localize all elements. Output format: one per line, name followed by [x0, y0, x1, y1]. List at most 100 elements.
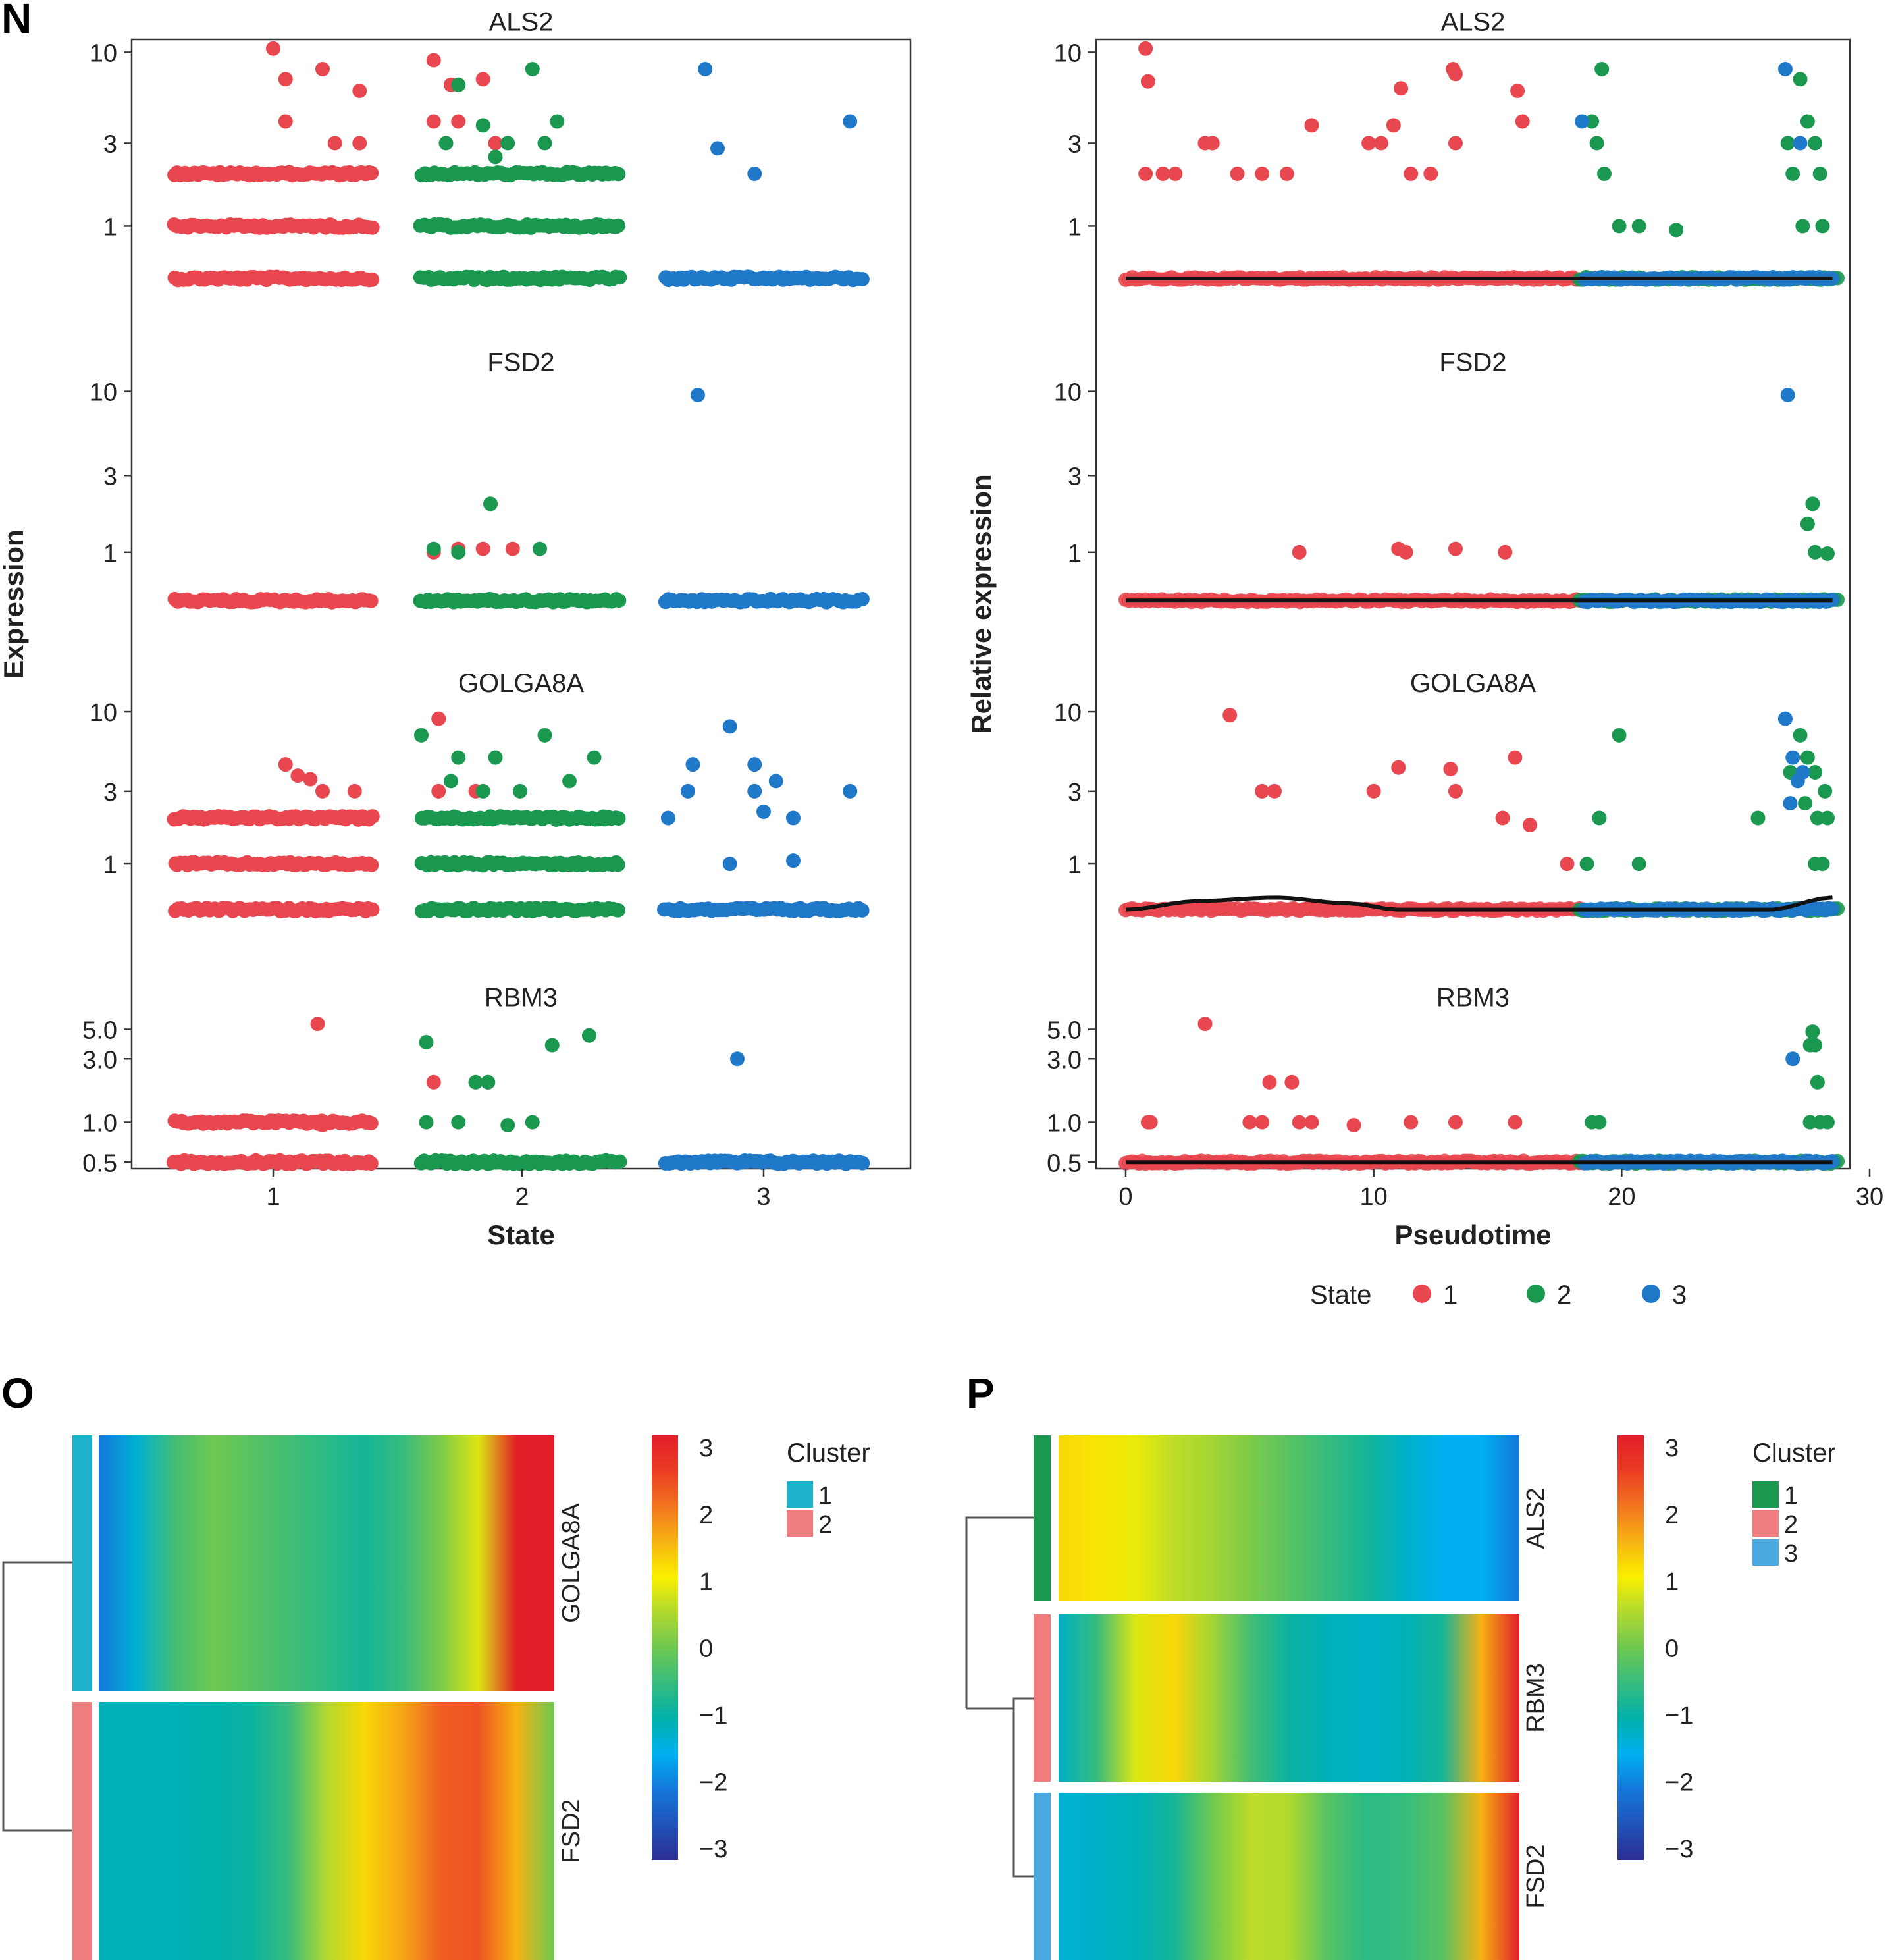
x-tick-label: 30 — [1856, 1183, 1883, 1211]
data-point — [352, 136, 367, 151]
legend-title: State — [1310, 1281, 1371, 1310]
heatmap-row — [1059, 1614, 1519, 1782]
data-point — [691, 388, 705, 403]
data-point — [681, 783, 695, 799]
data-point — [1592, 810, 1607, 826]
data-point — [1780, 136, 1795, 151]
data-point — [1304, 1115, 1319, 1130]
cluster-legend-swatch — [1752, 1539, 1779, 1566]
data-point — [1361, 136, 1377, 151]
data-point — [1242, 1115, 1257, 1130]
data-point — [1140, 74, 1155, 89]
data-point — [278, 114, 293, 129]
cluster-bar — [72, 1435, 92, 1691]
data-point — [1255, 783, 1270, 799]
colorbar-tick-label: −1 — [1665, 1702, 1693, 1730]
data-point — [747, 757, 762, 772]
data-point — [431, 783, 446, 799]
y-tick-label: 10 — [90, 699, 117, 727]
data-point — [1138, 166, 1153, 181]
cluster-bar — [72, 1702, 92, 1960]
data-point — [1777, 61, 1793, 76]
data-point — [1515, 114, 1530, 129]
data-point — [1222, 708, 1238, 723]
data-point — [685, 757, 700, 772]
y-tick-label: 1 — [1068, 851, 1082, 879]
data-point — [1783, 796, 1798, 811]
colorbar-tick-label: −1 — [699, 1702, 727, 1730]
y-tick-label: 3 — [1068, 779, 1082, 807]
colorbar-tick-label: −3 — [1665, 1836, 1693, 1863]
data-point — [327, 136, 342, 151]
data-point — [1267, 783, 1282, 799]
facet-title: FSD2 — [487, 348, 554, 377]
data-point — [419, 1035, 434, 1050]
data-point — [747, 166, 762, 181]
data-point — [475, 72, 490, 87]
cluster-legend-label: 2 — [818, 1511, 832, 1539]
facet-title: RBM3 — [1436, 984, 1510, 1013]
data-point — [562, 774, 577, 789]
x-tick-label: 1 — [266, 1183, 280, 1211]
data-point — [266, 41, 280, 56]
data-point — [1631, 857, 1646, 872]
heatmap-row-label: ALS2 — [1522, 1488, 1550, 1549]
data-point — [611, 811, 626, 826]
y-tick-label: 10 — [1054, 379, 1082, 407]
data-point — [365, 902, 380, 917]
data-point — [1443, 762, 1458, 777]
data-point — [1138, 41, 1153, 56]
x-tick-label: 20 — [1608, 1183, 1635, 1211]
data-point — [500, 136, 515, 151]
data-point — [363, 1116, 379, 1131]
data-point — [1800, 114, 1815, 129]
data-point — [611, 218, 626, 233]
panel-letter-p: P — [966, 1369, 995, 1417]
data-point — [365, 272, 380, 287]
data-point — [419, 1115, 434, 1130]
y-tick-label: 10 — [1054, 699, 1082, 727]
data-point — [278, 72, 293, 87]
cluster-legend-swatch — [787, 1481, 813, 1508]
data-point — [1810, 810, 1825, 826]
data-point — [426, 114, 441, 129]
legend-label: 2 — [1557, 1281, 1571, 1310]
x-tick-label: 3 — [756, 1183, 770, 1211]
data-point — [1292, 544, 1307, 560]
data-point — [1366, 783, 1381, 799]
data-point — [1798, 796, 1813, 811]
data-point — [1560, 857, 1575, 872]
dendrogram-branch — [1012, 1697, 1034, 1878]
facet-title: FSD2 — [1439, 348, 1506, 377]
heatmap-row-label: GOLGA8A — [558, 1503, 585, 1623]
data-point — [1594, 61, 1610, 76]
data-point — [1284, 1074, 1300, 1090]
data-point — [610, 903, 625, 918]
data-point — [1346, 1118, 1361, 1133]
cluster-legend-label: 1 — [818, 1482, 832, 1510]
y-tick-label: 1 — [103, 213, 117, 241]
data-point — [1592, 1115, 1607, 1130]
data-point — [1780, 388, 1795, 403]
data-point — [582, 1028, 596, 1043]
cluster-legend-title: Cluster — [787, 1439, 870, 1468]
facet-title: RBM3 — [485, 984, 558, 1013]
y-tick-label: 1 — [103, 851, 117, 879]
colorbar-tick-label: 2 — [1665, 1502, 1679, 1529]
data-point — [364, 165, 379, 180]
data-point — [722, 857, 737, 872]
data-point — [1815, 857, 1830, 872]
data-point — [363, 593, 379, 608]
data-point — [1820, 546, 1835, 561]
data-point — [730, 1051, 745, 1067]
data-point — [1612, 728, 1627, 743]
data-point — [1579, 857, 1594, 872]
data-point — [843, 783, 858, 799]
data-point — [451, 114, 466, 129]
data-point — [537, 136, 552, 151]
y-tick-label: 10 — [1054, 40, 1082, 67]
pseudotime-scatter-panel: ALS2 1 3 10 FSD2 1 3 10 GOLGA8A 1 3 10 RBM3 0.5 1.0 3.0… — [966, 8, 1883, 1251]
data-point — [1631, 219, 1646, 234]
data-point — [1808, 1038, 1823, 1053]
cluster-bar — [1034, 1435, 1051, 1601]
